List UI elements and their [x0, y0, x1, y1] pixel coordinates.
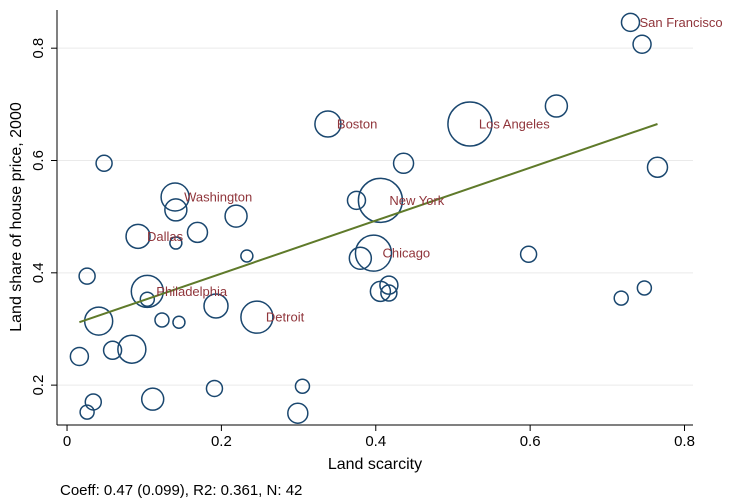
data-point: [69, 346, 90, 367]
point-label: San Francisco: [639, 15, 722, 30]
data-point: [632, 34, 652, 55]
data-point: [164, 198, 188, 222]
point-label: Washington: [184, 189, 252, 204]
data-point: [140, 387, 165, 411]
data-point: [139, 291, 156, 307]
point-label: Los Angeles: [479, 116, 550, 131]
data-point: [117, 334, 147, 364]
y-tick-label: 0.4: [30, 262, 47, 283]
data-point: [102, 340, 123, 361]
data-point: [346, 190, 367, 211]
data-point: [348, 246, 373, 270]
x-tick-label: 0: [63, 433, 71, 450]
data-point: [169, 236, 183, 250]
data-point: [369, 280, 392, 303]
data-point: [379, 275, 399, 295]
data-point: [380, 284, 398, 302]
data-point: [172, 315, 186, 329]
data-point: [646, 156, 669, 178]
data-point: [357, 177, 404, 224]
data-point: [620, 12, 641, 33]
data-point: [636, 280, 653, 296]
data-point: [205, 379, 224, 398]
y-tick-label: 0.8: [30, 38, 47, 59]
x-axis-title: Land scarcity: [328, 456, 422, 473]
data-point: [203, 293, 229, 319]
point-label: Detroit: [266, 310, 305, 325]
data-point: [130, 274, 165, 309]
data-point: [224, 204, 248, 228]
y-axis-title: Land share of house price, 2000: [8, 102, 25, 332]
data-point: [294, 378, 311, 395]
data-point: [160, 182, 190, 212]
data-point: [354, 234, 393, 272]
data-point: [125, 223, 151, 250]
x-tick-label: 0.6: [520, 433, 541, 450]
data-point: [447, 101, 493, 147]
data-point: [287, 402, 309, 424]
data-point: [392, 152, 415, 175]
y-tick-label: 0.6: [30, 150, 47, 171]
data-point: [186, 221, 209, 244]
data-point: [544, 94, 569, 118]
x-tick-label: 0.2: [211, 433, 232, 450]
point-label: Boston: [337, 116, 377, 131]
data-point: [154, 312, 170, 328]
data-point: [79, 404, 95, 420]
data-point: [240, 249, 254, 263]
fit-line: [79, 123, 658, 324]
x-tick-label: 0.8: [674, 433, 695, 450]
point-label: Chicago: [382, 246, 430, 261]
data-point: [240, 300, 274, 334]
x-tick-label: 0.4: [365, 433, 386, 450]
footnote: Coeff: 0.47 (0.099), R2: 0.361, N: 42: [60, 482, 302, 499]
y-tick-label: 0.2: [30, 375, 47, 396]
point-label: Philadelphia: [156, 284, 228, 299]
point-label: Dallas: [147, 229, 184, 244]
data-point: [613, 290, 629, 306]
data-point: [314, 110, 342, 138]
data-point: [95, 154, 113, 173]
data-point: [519, 245, 538, 264]
point-label: New York: [389, 193, 444, 208]
data-point: [78, 267, 96, 285]
